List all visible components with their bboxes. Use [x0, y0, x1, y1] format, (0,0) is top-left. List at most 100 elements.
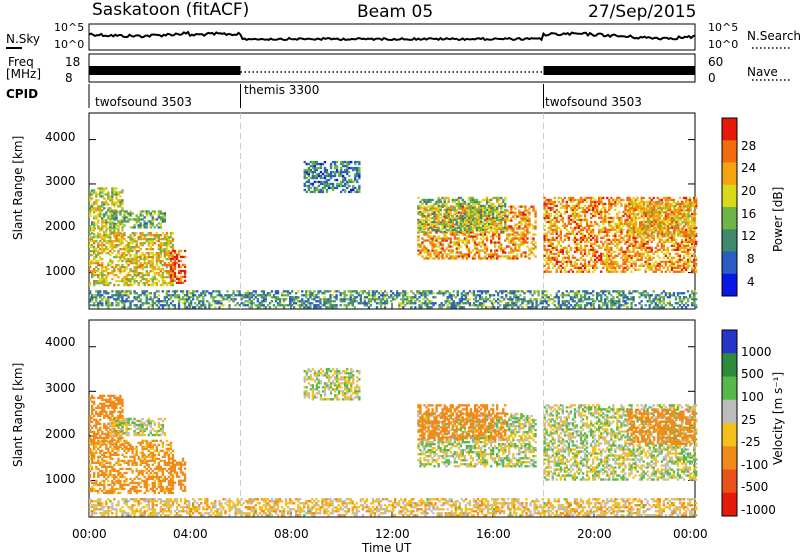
echo-cell [488, 231, 490, 233]
echo-cell [500, 221, 502, 223]
echo-cell [586, 201, 588, 203]
echo-cell [444, 227, 446, 229]
echo-cell [168, 270, 170, 272]
echo-cell [115, 244, 117, 246]
echo-cell [170, 252, 172, 254]
echo-cell [109, 207, 111, 209]
echo-cell [679, 211, 681, 213]
echo-cell [158, 254, 160, 256]
echo-cell [166, 240, 168, 242]
echo-cell [570, 201, 572, 203]
echo-cell [150, 246, 152, 248]
echo-cell [462, 241, 464, 243]
echo-cell [604, 241, 606, 243]
echo-cell [348, 175, 350, 177]
echo-cell [162, 218, 164, 220]
echo-cell [121, 240, 123, 242]
echo-cell [172, 280, 174, 282]
echo-cell [657, 269, 659, 271]
echo-cell [97, 187, 99, 189]
echo-cell [344, 177, 346, 179]
echo-cell [546, 257, 548, 259]
echo-cell [160, 226, 162, 228]
echo-cell [460, 227, 462, 229]
echo-cell [659, 225, 661, 227]
echo-cell [649, 259, 651, 261]
echo-cell [452, 231, 454, 233]
echo-cell [614, 241, 616, 243]
echo-cell [99, 211, 101, 213]
echo-cell [95, 282, 97, 284]
echo-cell [117, 304, 119, 306]
echo-cell [456, 219, 458, 221]
echo-cell [651, 257, 653, 259]
echo-cell [526, 241, 528, 243]
echo-cell [125, 258, 127, 260]
echo-cell [109, 197, 111, 199]
echo-cell [687, 209, 689, 211]
echo-cell [316, 173, 318, 175]
echo-cell [123, 300, 125, 302]
echo-cell [433, 249, 435, 251]
echo-cell [322, 177, 324, 179]
echo-cell [168, 256, 170, 258]
echo-cell [694, 209, 696, 211]
echo-cell [113, 284, 115, 286]
echo-cell [154, 268, 156, 270]
echo-cell [419, 229, 421, 231]
echo-cell [324, 175, 326, 177]
echo-cell [101, 219, 103, 221]
echo-cell [472, 235, 474, 237]
echo-cell [452, 241, 454, 243]
echo-cell [113, 189, 115, 191]
echo-cell [212, 290, 214, 292]
echo-cell [144, 216, 146, 218]
echo-cell [458, 225, 460, 227]
echo-cell [681, 239, 683, 241]
echo-cell [504, 211, 506, 213]
echo-cell [594, 207, 596, 209]
echo-cell [566, 247, 568, 249]
echo-cell [117, 296, 119, 298]
echo-cell [608, 239, 610, 241]
echo-cell [158, 252, 160, 254]
echo-cell [105, 298, 107, 300]
echo-cell [492, 211, 494, 213]
echo-cell [168, 274, 170, 276]
echo-cell [470, 227, 472, 229]
echo-cell [641, 255, 643, 257]
echo-cell [645, 257, 647, 259]
echo-cell [142, 266, 144, 268]
echo-cell [647, 215, 649, 217]
echo-cell [592, 247, 594, 249]
echo-cell [687, 241, 689, 243]
echo-cell [653, 235, 655, 237]
echo-cell [93, 248, 95, 250]
echo-cell [452, 201, 454, 203]
echo-cell [93, 209, 95, 211]
echo-cell [178, 300, 180, 302]
echo-cell [332, 161, 334, 163]
echo-cell [673, 249, 675, 251]
echo-cell [548, 239, 550, 241]
echo-cell [612, 235, 614, 237]
echo-cell [105, 229, 107, 231]
echo-cell [105, 199, 107, 201]
echo-cell [496, 213, 498, 215]
echo-cell [510, 257, 512, 259]
echo-cell [450, 251, 452, 253]
echo-cell [350, 191, 352, 193]
echo-cell [93, 240, 95, 242]
echo-cell [172, 240, 174, 242]
echo-cell [671, 261, 673, 263]
echo-cell [123, 258, 125, 260]
echo-cell [618, 231, 620, 233]
echo-cell [647, 259, 649, 261]
echo-cell [693, 241, 695, 243]
echo-cell [91, 270, 93, 272]
echo-cell [572, 201, 574, 203]
echo-cell [657, 265, 659, 267]
echo-cell [103, 280, 105, 282]
echo-cell [492, 221, 494, 223]
echo-cell [628, 245, 630, 247]
